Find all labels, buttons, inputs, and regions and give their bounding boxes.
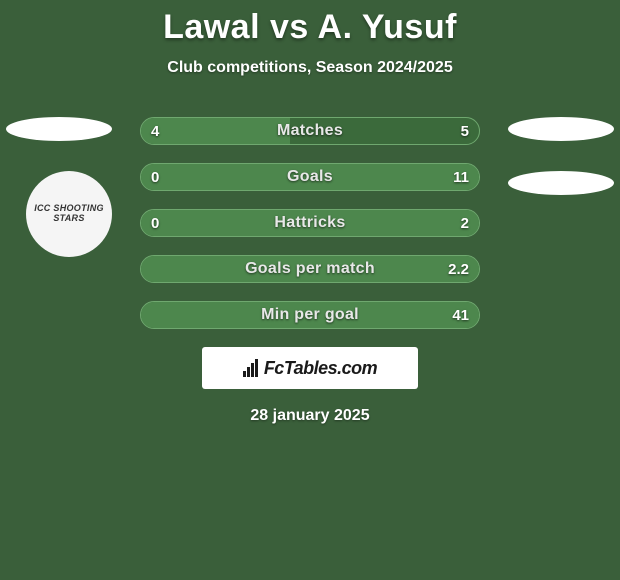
player2-name: A. Yusuf [318,8,457,46]
stat-label: Min per goal [141,302,479,328]
stat-label: Matches [141,118,479,144]
stat-value-right: 2.2 [448,256,469,282]
stat-value-left: 0 [151,210,159,236]
stat-value-right: 2 [461,210,469,236]
snapshot-date: 28 january 2025 [0,407,620,425]
club-badge: ICC SHOOTING STARS [26,171,112,257]
stat-value-right: 5 [461,118,469,144]
player-placeholder-ellipse [508,117,614,141]
stat-bar: Matches4 5 [140,117,480,145]
stat-bars-container: Matches45Goals011Hattricks02Goals per ma… [140,117,480,329]
player1-name: Lawal [163,8,260,46]
season-subtitle: Club competitions, Season 2024/2025 [0,59,620,77]
stat-value-right: 11 [453,164,469,190]
stats-area: ICC SHOOTING STARS Matches45Goals011Hatt… [0,117,620,425]
site-attribution[interactable]: FcTables.com [202,347,418,389]
vs-label: vs [270,8,309,46]
stat-label: Goals per match [141,256,479,282]
stat-bar: Goals per match2.2 [140,255,480,283]
stat-value-right: 41 [452,302,469,328]
comparison-title: Lawal vs A. Yusuf [0,0,620,47]
chart-icon [243,359,258,377]
player-placeholder-ellipse [6,117,112,141]
stat-bar: Goals0 11 [140,163,480,191]
stat-label: Goals [141,164,479,190]
stat-value-left: 0 [151,164,159,190]
stat-bar: Min per goal41 [140,301,480,329]
club-placeholder-ellipse [508,171,614,195]
site-label: FcTables.com [264,358,377,379]
stat-label: Hattricks [141,210,479,236]
stat-bar: Hattricks0 2 [140,209,480,237]
stat-value-left: 4 [151,118,159,144]
